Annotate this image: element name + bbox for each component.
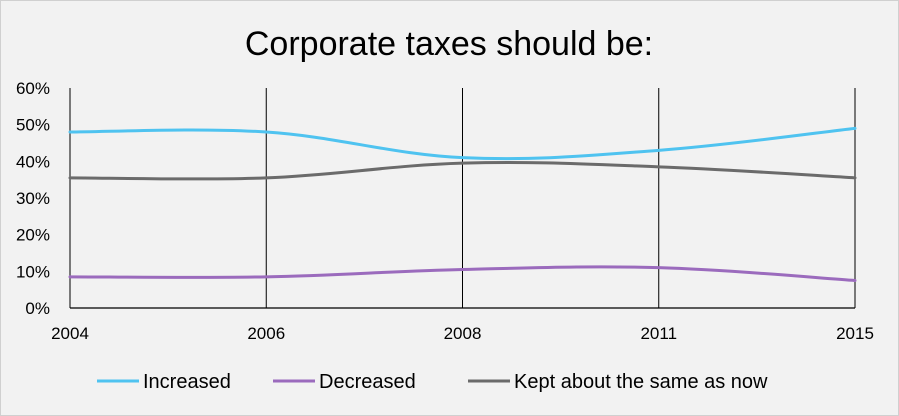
legend: Increased Decreased Kept about the same as… — [97, 371, 768, 393]
series-line-2 — [68, 265, 857, 282]
gridlines — [69, 88, 856, 309]
y-tick-label: 50% — [16, 116, 50, 135]
y-tick-label: 40% — [16, 152, 50, 171]
x-tick-label: 2015 — [836, 324, 874, 343]
y-tick-label: 60% — [16, 79, 50, 98]
y-axis: 0% 10% 20% 30% 40% 50% 60% — [16, 79, 50, 318]
x-tick-label: 2011 — [640, 324, 677, 343]
x-tick-label: 2008 — [444, 324, 482, 343]
series-line-3 — [68, 161, 857, 181]
legend-label: Increased — [143, 371, 231, 393]
series-lines — [68, 126, 857, 282]
legend-label: Decreased — [319, 371, 416, 393]
chart-title: Corporate taxes should be: — [245, 25, 653, 63]
legend-label: Kept about the same as now — [514, 371, 768, 393]
series-line-1 — [68, 126, 857, 161]
y-tick-label: 0% — [25, 299, 50, 318]
x-tick-label: 2006 — [247, 324, 285, 343]
x-axis: 2004 2006 2008 2011 2015 — [51, 324, 874, 343]
y-tick-label: 10% — [16, 262, 50, 281]
y-tick-label: 20% — [16, 226, 50, 245]
y-tick-label: 30% — [16, 189, 50, 208]
x-tick-label: 2004 — [51, 324, 89, 343]
